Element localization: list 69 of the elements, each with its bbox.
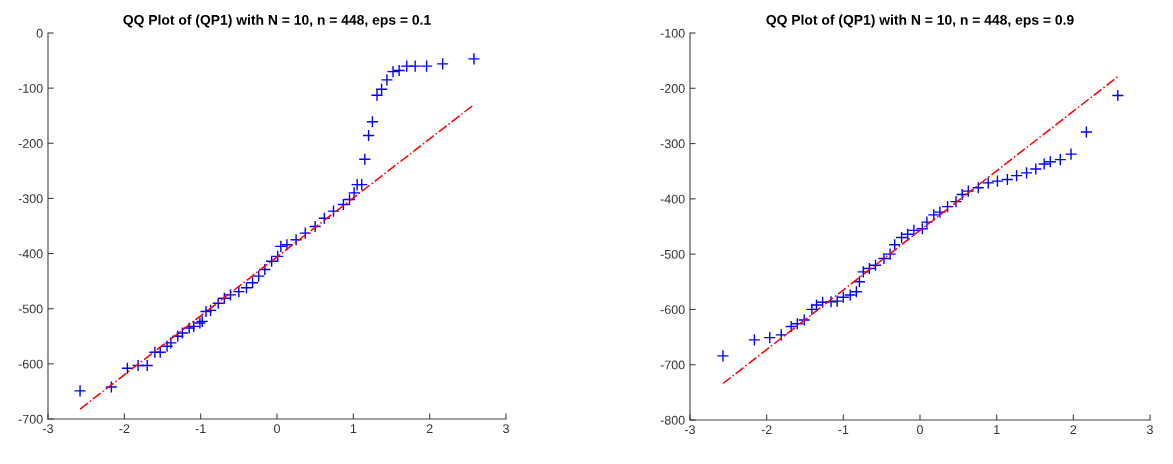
point	[274, 240, 288, 253]
point	[327, 204, 340, 218]
y-tick-label: -300	[660, 139, 685, 149]
y-tick-label: -400	[18, 249, 43, 259]
y-tick-label: -100	[18, 83, 43, 93]
point	[1111, 89, 1125, 102]
x-tick-label: -1	[838, 425, 849, 434]
y-tick-label: -500	[660, 249, 685, 259]
point	[972, 181, 985, 195]
x-tick-label: 2	[426, 424, 433, 433]
point	[199, 305, 213, 318]
point	[408, 59, 422, 73]
y-tick-label: -600	[660, 305, 685, 315]
point	[140, 359, 154, 372]
point	[1064, 147, 1078, 161]
point	[366, 115, 379, 129]
point	[105, 380, 118, 394]
point	[981, 176, 995, 190]
y-tick-label: -600	[18, 359, 43, 369]
point	[298, 226, 312, 240]
point	[280, 238, 294, 251]
x-tick-label: -3	[43, 424, 54, 434]
point	[73, 384, 87, 398]
x-tick-label: 0	[274, 424, 280, 434]
y-tick-label: -300	[18, 194, 43, 204]
y-tick-label: -200	[18, 139, 43, 148]
x-tick-label: 3	[1147, 425, 1153, 435]
y-tick-label: 0	[36, 28, 43, 38]
y-tick-label: -100	[660, 28, 685, 38]
x-tick-label: -2	[761, 425, 772, 434]
point	[1001, 173, 1014, 186]
point	[991, 174, 1004, 188]
x-tick-label: 3	[503, 424, 509, 434]
point	[467, 52, 481, 66]
point	[774, 328, 788, 342]
point	[121, 362, 134, 375]
point	[1020, 166, 1033, 180]
x-tick-label: -1	[195, 424, 206, 433]
point	[1080, 125, 1093, 139]
x-tick-label: 1	[994, 425, 1000, 434]
point	[1010, 169, 1023, 182]
point	[763, 331, 776, 344]
y-tick-label: -500	[18, 304, 43, 314]
point	[289, 233, 303, 247]
point	[748, 333, 761, 347]
point	[1044, 155, 1057, 169]
chart-title: QQ Plot of (QP1) with N = 10, n = 448, eps = 0.9	[766, 14, 1074, 28]
point	[716, 349, 730, 363]
x-tick-label: 2	[1070, 425, 1077, 434]
point	[1054, 153, 1067, 166]
x-tick-label: 0	[917, 425, 923, 435]
point	[318, 212, 331, 225]
point	[436, 57, 449, 71]
chart-title: QQ Plot of (QP1) with N = 10, n = 448, eps = 0.1	[123, 14, 431, 28]
point	[131, 359, 145, 372]
y-tick-label: -400	[660, 194, 685, 204]
point	[420, 59, 433, 73]
y-tick-label: -800	[660, 415, 685, 425]
point	[355, 178, 368, 191]
point	[853, 275, 866, 289]
point	[362, 129, 375, 142]
y-tick-label: -700	[660, 360, 685, 370]
x-tick-label: -3	[685, 425, 696, 435]
point	[358, 153, 372, 166]
y-tick-label: -700	[18, 414, 43, 424]
x-tick-label: 1	[350, 424, 357, 433]
point	[308, 220, 322, 233]
x-tick-label: -2	[119, 424, 130, 433]
y-tick-label: -200	[660, 84, 685, 93]
